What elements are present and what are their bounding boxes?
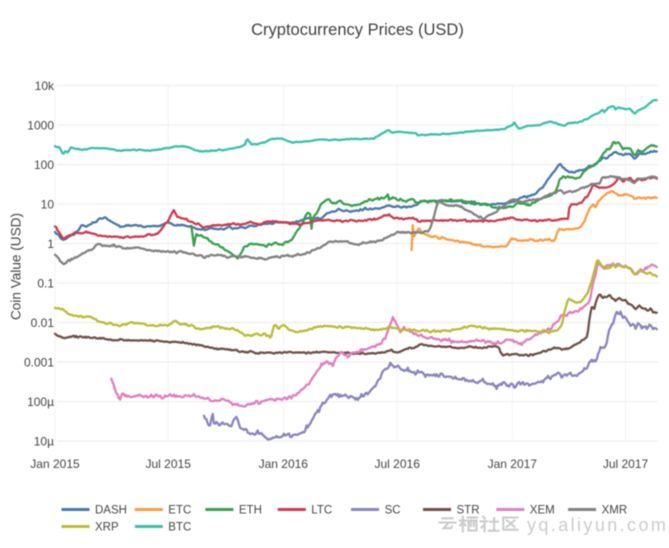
- svg-text:100µ: 100µ: [27, 395, 54, 409]
- svg-text:ETC: ETC: [168, 504, 191, 516]
- svg-text:Jan 2017: Jan 2017: [488, 457, 538, 471]
- svg-text:STR: STR: [457, 504, 480, 516]
- svg-text:10µ: 10µ: [34, 435, 54, 449]
- svg-text:BTC: BTC: [168, 521, 191, 533]
- svg-text:Jul 2015: Jul 2015: [146, 457, 192, 471]
- svg-text:XMR: XMR: [602, 504, 628, 516]
- svg-text:Jan 2016: Jan 2016: [259, 457, 309, 471]
- svg-text:DASH: DASH: [95, 504, 127, 516]
- svg-text:1000: 1000: [27, 119, 54, 133]
- svg-text:Jul 2016: Jul 2016: [375, 457, 421, 471]
- svg-text:10k: 10k: [35, 79, 55, 93]
- svg-text:Jan 2015: Jan 2015: [30, 457, 80, 471]
- svg-text:XEM: XEM: [530, 504, 555, 516]
- svg-text:0.01: 0.01: [31, 316, 55, 330]
- svg-text:Coin Value (USD): Coin Value (USD): [9, 213, 24, 320]
- svg-text:ETH: ETH: [239, 504, 262, 516]
- svg-text:XRP: XRP: [95, 521, 119, 533]
- svg-text:Cryptocurrency Prices (USD): Cryptocurrency Prices (USD): [251, 21, 464, 39]
- svg-text:yq.aliyun.com: yq.aliyun.com: [527, 515, 668, 535]
- svg-text:0.1: 0.1: [37, 277, 54, 291]
- svg-text:1: 1: [47, 237, 54, 251]
- svg-text:SC: SC: [385, 504, 401, 516]
- svg-text:10: 10: [41, 198, 55, 212]
- svg-text:0.001: 0.001: [24, 356, 54, 370]
- svg-text:100: 100: [34, 158, 54, 172]
- svg-text:Jul 2017: Jul 2017: [603, 457, 649, 471]
- svg-text:LTC: LTC: [311, 504, 332, 516]
